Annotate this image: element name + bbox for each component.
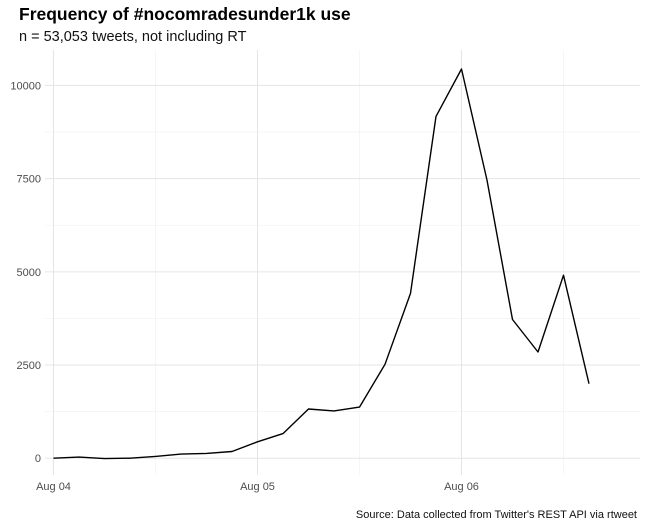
y-tick-label: 5000 (17, 267, 41, 279)
x-tick-label: Aug 06 (444, 481, 479, 493)
y-tick-label: 2500 (17, 360, 41, 372)
y-axis-tick-labels: 0 2500 5000 7500 10000 (10, 80, 41, 465)
y-tick-label: 7500 (17, 174, 41, 186)
chart-title: Frequency of #nocomradesunder1k use (19, 4, 351, 24)
minor-gridlines (45, 50, 640, 475)
x-tick-label: Aug 04 (36, 481, 71, 493)
x-axis-tick-labels: Aug 04 Aug 05 Aug 06 (36, 481, 479, 493)
y-tick-label: 0 (35, 453, 41, 465)
x-tick-label: Aug 05 (240, 481, 275, 493)
y-tick-label: 10000 (10, 80, 41, 92)
chart-caption: Source: Data collected from Twitter's RE… (355, 509, 637, 521)
series-lines (53, 68, 590, 460)
chart-subtitle: n = 53,053 tweets, not including RT (19, 29, 247, 45)
major-gridlines (45, 50, 640, 475)
series-line (53, 68, 590, 460)
